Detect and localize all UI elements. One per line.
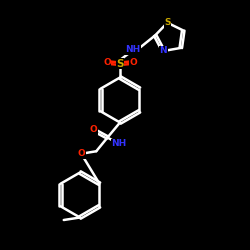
Text: S: S <box>116 59 124 69</box>
Text: N: N <box>160 46 167 56</box>
Text: O: O <box>103 58 111 67</box>
Text: O: O <box>90 126 98 134</box>
Text: NH: NH <box>111 139 126 148</box>
Text: NH: NH <box>125 46 140 54</box>
Text: S: S <box>164 18 171 27</box>
Text: O: O <box>77 149 85 158</box>
Text: O: O <box>129 58 137 67</box>
